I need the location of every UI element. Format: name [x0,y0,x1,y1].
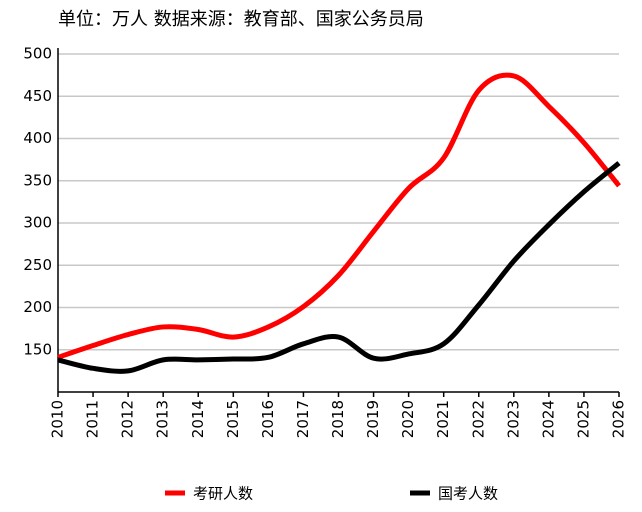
legend-label: 考研人数 [193,485,253,503]
series-line [57,72,621,360]
x-tick-label: 2013 [154,400,172,438]
y-tick-label: 300 [23,214,52,232]
chart-title: 单位：万人 数据来源：教育部、国家公务员局 [58,9,424,30]
x-tick-label: 2016 [259,400,277,438]
y-tick-label: 200 [23,298,52,316]
x-tick-label: 2025 [574,400,592,438]
series-line [57,161,621,374]
y-tick-label: 150 [23,340,52,358]
x-tick-label: 2017 [294,400,312,438]
x-tick-label: 2019 [364,400,382,438]
y-tick-label: 400 [23,129,52,147]
y-tick-label: 250 [23,256,52,274]
x-tick-label: 2021 [434,400,452,438]
x-tick-label: 2014 [189,400,207,438]
y-tick-label: 450 [23,87,52,105]
x-tick-label: 2018 [329,400,347,438]
legend-label: 国考人数 [438,485,498,503]
y-tick-label: 500 [23,45,52,63]
x-tick-label: 2020 [399,400,417,438]
y-tick-label: 350 [23,171,52,189]
x-tick-label: 2023 [504,400,522,438]
x-tick-label: 2012 [119,400,137,438]
x-tick-label: 2011 [84,400,102,438]
x-tick-label: 2024 [539,400,557,438]
x-tick-label: 2015 [224,400,242,438]
x-tick-label: 2026 [610,400,628,438]
x-tick-label: 2022 [469,400,487,438]
x-tick-label: 2010 [49,400,67,438]
